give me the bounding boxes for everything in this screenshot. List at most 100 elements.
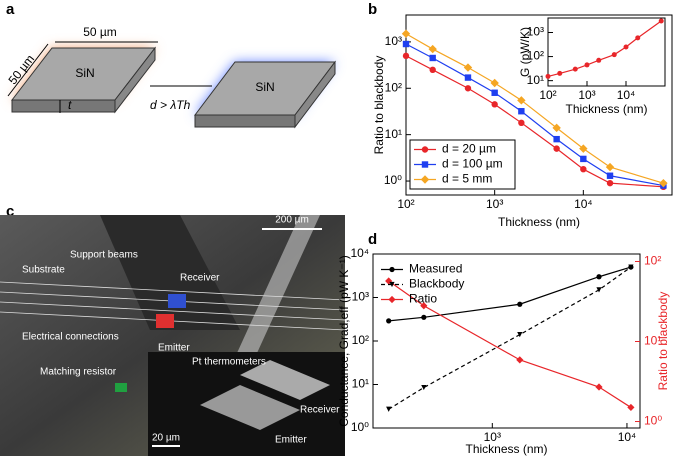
y-tick-label: 10³ bbox=[527, 25, 544, 39]
marker bbox=[429, 66, 436, 74]
marker bbox=[596, 274, 602, 280]
marker bbox=[553, 145, 560, 152]
image-label: Electrical connections bbox=[22, 332, 119, 343]
image-label: Emitter bbox=[158, 343, 190, 354]
x-axis-label: Thickness (nm) bbox=[465, 442, 547, 456]
image-label: Receiver bbox=[180, 273, 220, 284]
y-tick-label: 10³ bbox=[352, 290, 369, 304]
marker bbox=[421, 146, 429, 153]
marker bbox=[545, 73, 551, 79]
marker bbox=[611, 52, 617, 58]
legend-label: d = 100 µm bbox=[442, 157, 503, 171]
legend-label: Ratio bbox=[409, 292, 437, 306]
marker bbox=[517, 96, 526, 105]
x-tick-label: 10² bbox=[397, 197, 414, 211]
marker bbox=[595, 383, 603, 391]
marker bbox=[386, 318, 392, 324]
marker bbox=[421, 314, 427, 320]
marker bbox=[517, 301, 523, 307]
slab-side bbox=[11, 99, 116, 113]
cavity bbox=[100, 215, 240, 330]
marker bbox=[606, 172, 614, 179]
marker bbox=[464, 85, 472, 92]
x-tick-label: 10³ bbox=[578, 88, 595, 102]
slab-side bbox=[194, 114, 296, 128]
x-tick-label: 10² bbox=[539, 88, 556, 102]
panel-label: d bbox=[368, 231, 377, 248]
y-tick-label: 10⁰ bbox=[351, 420, 369, 434]
marker bbox=[491, 101, 498, 108]
panel-label: c bbox=[6, 203, 14, 220]
y-axis-label: Ratio to blackbody bbox=[372, 56, 386, 155]
image-label: Matching resistor bbox=[40, 367, 117, 378]
receiver-pad bbox=[168, 294, 186, 308]
thickness-label: t bbox=[68, 98, 72, 112]
y-tick-label: 10⁰ bbox=[384, 173, 402, 187]
marker bbox=[402, 52, 410, 60]
legend-label: Blackbody bbox=[409, 277, 464, 291]
marker bbox=[606, 179, 614, 187]
marker bbox=[490, 78, 499, 88]
marker bbox=[518, 108, 525, 115]
image-label: Support beams bbox=[70, 250, 138, 261]
dimension bbox=[7, 43, 49, 97]
marker bbox=[386, 406, 392, 412]
image-label: Substrate bbox=[22, 265, 65, 276]
plot-frame bbox=[405, 14, 673, 196]
marker bbox=[428, 44, 437, 54]
scale-label: 200 µm bbox=[275, 215, 309, 226]
scale-label: 20 µm bbox=[152, 433, 180, 444]
marker bbox=[421, 384, 427, 391]
receiver-membrane bbox=[240, 360, 330, 400]
marker bbox=[623, 44, 629, 50]
marker bbox=[420, 302, 428, 310]
diagram: 50 µm 50 µm SiN SiN t d > λTh bbox=[5, 25, 337, 129]
material-label: SiN bbox=[255, 80, 274, 94]
marker bbox=[580, 155, 587, 163]
marker bbox=[553, 135, 560, 143]
inset-background bbox=[520, 13, 670, 120]
marker bbox=[659, 178, 668, 188]
y-tick-label: 10³ bbox=[385, 34, 402, 48]
marker bbox=[572, 66, 578, 72]
marker bbox=[658, 18, 664, 24]
x-tick-label: 10³ bbox=[484, 430, 501, 444]
marker bbox=[401, 29, 411, 38]
marker bbox=[635, 35, 641, 41]
marker bbox=[491, 89, 498, 96]
y2-axis-label: Ratio to blackbody bbox=[656, 292, 670, 391]
slab-side bbox=[114, 46, 156, 114]
marker bbox=[389, 266, 395, 273]
micrograph: 200 µm Substrate Support beams Receiver … bbox=[0, 215, 346, 456]
y2-tick-label: 10⁰ bbox=[644, 414, 662, 428]
y-tick-label: 10¹ bbox=[385, 127, 402, 141]
inset-label: Receiver bbox=[300, 405, 340, 416]
emitter-pad bbox=[156, 314, 174, 328]
marker bbox=[389, 281, 395, 288]
slab-side bbox=[294, 60, 336, 129]
material-label: SiN bbox=[75, 66, 94, 80]
marker bbox=[429, 54, 436, 62]
marker bbox=[579, 144, 588, 153]
inset-label: Pt thermometers bbox=[192, 357, 266, 368]
emitter-membrane bbox=[200, 385, 300, 430]
y-tick-label: 10² bbox=[527, 49, 544, 63]
marker bbox=[605, 162, 615, 172]
marker bbox=[627, 403, 635, 412]
y-axis-label: G (pW/K) bbox=[518, 27, 532, 77]
legend-label: d = 20 µm bbox=[442, 142, 496, 156]
marker bbox=[421, 161, 429, 168]
legend-label: d = 5 mm bbox=[442, 172, 492, 186]
marker bbox=[463, 63, 473, 72]
dimension-label: 50 µm bbox=[83, 25, 117, 39]
marker bbox=[517, 332, 523, 338]
x-axis-label: Thickness (nm) bbox=[498, 215, 580, 229]
y-tick-label: 10⁴ bbox=[350, 246, 369, 260]
y2-tick-label: 10¹ bbox=[644, 334, 661, 348]
x-tick-label: 10⁴ bbox=[574, 197, 593, 211]
y-tick-label: 10² bbox=[352, 333, 369, 347]
marker bbox=[557, 70, 563, 76]
x-tick-label: 10⁴ bbox=[618, 430, 637, 444]
resistor bbox=[115, 383, 127, 392]
